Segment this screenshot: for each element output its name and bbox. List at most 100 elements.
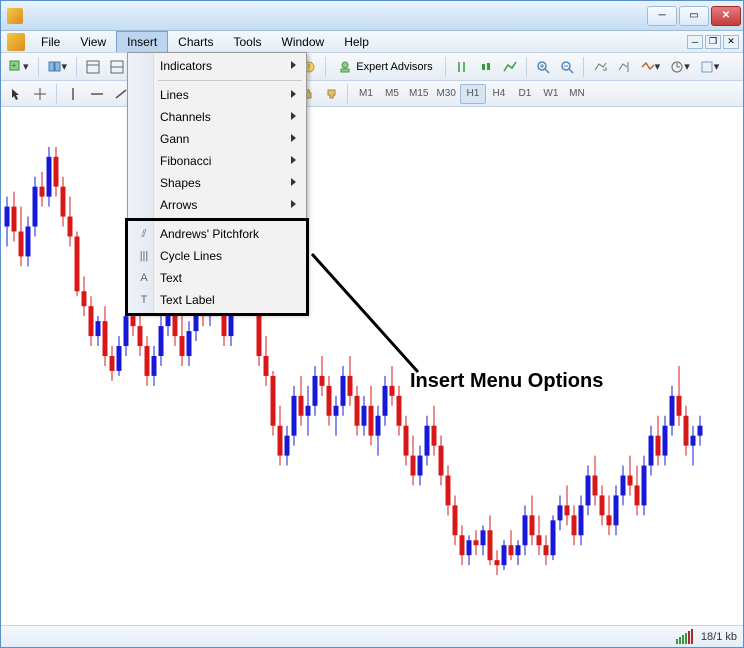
menu-item-icon	[134, 152, 154, 170]
expert-advisors-button[interactable]: Expert Advisors	[331, 56, 439, 78]
menu-item-icon	[134, 130, 154, 148]
status-bar: 18/1 kb	[1, 625, 743, 647]
maximize-button[interactable]: ▭	[679, 6, 709, 26]
menu-item-icon: T	[134, 291, 154, 309]
new-chart-button[interactable]: +▾	[5, 56, 33, 78]
menu-help[interactable]: Help	[334, 31, 379, 52]
app-icon	[7, 8, 23, 24]
profiles-button[interactable]: ▾	[44, 56, 72, 78]
title-bar: ─ ▭ ✕	[1, 1, 743, 31]
menu-item-andrews-pitchfork[interactable]: ⫽ Andrews' Pitchfork	[130, 223, 304, 245]
chart-shift-button[interactable]	[613, 56, 635, 78]
app-window: ─ ▭ ✕ FileViewInsertChartsToolsWindowHel…	[0, 0, 744, 648]
timeframe-m1[interactable]: M1	[353, 84, 379, 104]
timeframe-d1[interactable]: D1	[512, 84, 538, 104]
chart-area[interactable]	[1, 107, 743, 625]
menu-file[interactable]: File	[31, 31, 70, 52]
bar-chart-button[interactable]	[451, 56, 473, 78]
menu-item-cycle-lines[interactable]: ||| Cycle Lines	[130, 245, 304, 267]
periodicity-button[interactable]: ▾	[666, 56, 694, 78]
zoom-out-button[interactable]	[556, 56, 578, 78]
menu-bar: FileViewInsertChartsToolsWindowHelp ─ ❐ …	[1, 31, 743, 53]
annotation-text: Insert Menu Options	[410, 370, 603, 393]
menu-item-label: Andrews' Pitchfork	[160, 227, 259, 241]
menu-item-label: Gann	[160, 132, 189, 146]
timeframe-m15[interactable]: M15	[405, 84, 432, 104]
mdi-minimize-button[interactable]: ─	[687, 35, 703, 49]
menu-item-gann[interactable]: Gann	[130, 128, 304, 150]
menu-charts[interactable]: Charts	[168, 31, 223, 52]
menu-item-arrows[interactable]: Arrows	[130, 194, 304, 216]
menu-item-label: Text	[160, 271, 182, 285]
menu-item-label: Lines	[160, 88, 189, 102]
expert-advisors-label: Expert Advisors	[356, 61, 432, 73]
svg-text:!: !	[308, 63, 310, 72]
menu-item-label: Arrows	[160, 198, 197, 212]
submenu-arrow-icon	[291, 200, 296, 208]
zoom-in-button[interactable]	[532, 56, 554, 78]
connection-status: 18/1 kb	[701, 631, 737, 643]
menu-item-icon	[134, 86, 154, 104]
auto-scroll-button[interactable]	[589, 56, 611, 78]
submenu-arrow-icon	[291, 156, 296, 164]
submenu-arrow-icon	[291, 61, 296, 69]
mdi-close-button[interactable]: ✕	[723, 35, 739, 49]
menu-item-indicators[interactable]: Indicators	[130, 55, 304, 77]
crosshair-button[interactable]	[29, 83, 51, 105]
data-window-button[interactable]	[106, 56, 128, 78]
menu-view[interactable]: View	[70, 31, 116, 52]
close-button[interactable]: ✕	[711, 6, 741, 26]
menu-separator	[158, 219, 302, 220]
connection-bars-icon	[676, 629, 693, 644]
menu-item-label: Text Label	[160, 293, 215, 307]
menu-item-fibonacci[interactable]: Fibonacci	[130, 150, 304, 172]
submenu-arrow-icon	[291, 178, 296, 186]
indicators-button[interactable]: ▾	[637, 56, 665, 78]
menu-separator	[158, 80, 302, 81]
menu-item-icon	[134, 57, 154, 75]
candlestick-chart	[1, 107, 725, 605]
svg-text:+: +	[12, 61, 17, 70]
main-toolbar: +▾ ▾ + New Order ! Expert Advisors ▾ ▾ ▾	[1, 53, 743, 81]
thumbs-down-icon[interactable]	[320, 83, 342, 105]
timeframe-h4[interactable]: H4	[486, 84, 512, 104]
timeframe-mn[interactable]: MN	[564, 84, 590, 104]
cursor-button[interactable]	[5, 83, 27, 105]
menu-item-icon: A	[134, 269, 154, 287]
vertical-line-button[interactable]	[62, 83, 84, 105]
app-menu-icon	[7, 33, 25, 51]
menu-item-label: Indicators	[160, 59, 212, 73]
menu-item-icon	[134, 196, 154, 214]
menu-insert[interactable]: Insert	[116, 31, 168, 52]
submenu-arrow-icon	[291, 112, 296, 120]
horizontal-line-button[interactable]	[86, 83, 108, 105]
menu-item-text[interactable]: A Text	[130, 267, 304, 289]
menu-item-icon: |||	[134, 247, 154, 265]
market-watch-button[interactable]	[82, 56, 104, 78]
menu-item-shapes[interactable]: Shapes	[130, 172, 304, 194]
menu-item-text-label[interactable]: T Text Label	[130, 289, 304, 311]
timeframe-m5[interactable]: M5	[379, 84, 405, 104]
submenu-arrow-icon	[291, 90, 296, 98]
menu-item-icon: ⫽	[134, 225, 154, 243]
menu-item-label: Fibonacci	[160, 154, 211, 168]
timeframe-m30[interactable]: M30	[432, 84, 459, 104]
timeframe-w1[interactable]: W1	[538, 84, 564, 104]
timeframe-h1[interactable]: H1	[460, 84, 486, 104]
drawing-toolbar: A T M1M5M15M30H1H4D1W1MN	[1, 81, 743, 107]
menu-item-lines[interactable]: Lines	[130, 84, 304, 106]
menu-item-label: Cycle Lines	[160, 249, 222, 263]
mdi-restore-button[interactable]: ❐	[705, 35, 721, 49]
menu-item-label: Channels	[160, 110, 211, 124]
candle-chart-button[interactable]	[475, 56, 497, 78]
menu-item-channels[interactable]: Channels	[130, 106, 304, 128]
menu-item-icon	[134, 174, 154, 192]
menu-tools[interactable]: Tools	[224, 31, 272, 52]
insert-menu-dropdown: Indicators Lines Channels Gann Fibonacci Shap…	[127, 52, 307, 314]
menu-item-icon	[134, 108, 154, 126]
minimize-button[interactable]: ─	[647, 6, 677, 26]
templates-button[interactable]: ▾	[696, 56, 724, 78]
menu-window[interactable]: Window	[272, 31, 335, 52]
line-chart-button[interactable]	[499, 56, 521, 78]
menu-item-label: Shapes	[160, 176, 201, 190]
